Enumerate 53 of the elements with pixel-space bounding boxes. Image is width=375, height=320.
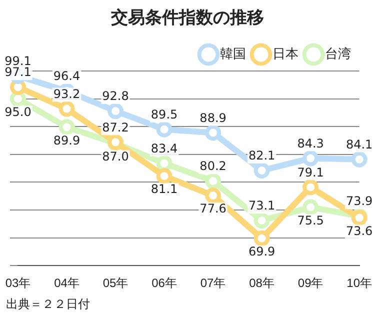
x-tick-label: 05年 xyxy=(102,276,128,290)
data-label: 84.1 xyxy=(346,138,373,152)
point xyxy=(205,188,222,204)
point xyxy=(205,124,222,141)
data-label: 79.1 xyxy=(297,165,324,180)
data-label: 87.2 xyxy=(102,120,129,134)
x-tick-label: 08年 xyxy=(249,276,274,290)
data-label: 73.6 xyxy=(346,224,373,238)
data-label: 81.1 xyxy=(150,182,178,196)
data-label: 87.0 xyxy=(102,149,129,164)
point xyxy=(254,230,270,246)
point xyxy=(302,179,319,196)
point xyxy=(156,155,172,172)
data-label: 88.9 xyxy=(200,110,226,125)
point xyxy=(205,173,222,190)
data-label: 93.2 xyxy=(53,86,80,101)
point xyxy=(58,119,75,136)
data-label: 84.3 xyxy=(297,136,324,150)
point xyxy=(302,150,319,166)
point xyxy=(302,199,319,216)
point xyxy=(254,212,270,229)
data-label: 77.6 xyxy=(200,202,226,216)
legend-label: 台湾 xyxy=(325,46,351,62)
x-tick-label: 06年 xyxy=(152,276,177,290)
legend-label: 韓国 xyxy=(220,46,246,62)
x-tick-label: 07年 xyxy=(200,276,226,290)
x-tick-label: 04年 xyxy=(54,276,80,290)
source-note: 出典＝２２日付 xyxy=(6,296,90,313)
data-label: 97.1 xyxy=(4,65,32,80)
x-tick-label: 10年 xyxy=(346,276,372,290)
point xyxy=(108,103,124,120)
point xyxy=(58,100,75,117)
data-label: 82.1 xyxy=(248,148,276,163)
data-label: 75.5 xyxy=(297,213,324,228)
data-label: 73.9 xyxy=(346,194,373,208)
point xyxy=(156,121,172,138)
data-label: 96.4 xyxy=(53,69,80,84)
data-label: 99.1 xyxy=(4,54,32,68)
data-label: 89.9 xyxy=(53,133,80,148)
chart-title: 交易条件指数の推移 xyxy=(110,7,265,29)
data-label: 80.2 xyxy=(200,159,226,174)
data-label: 69.9 xyxy=(248,244,276,258)
x-tick-label: 03年 xyxy=(5,276,31,290)
data-label: 95.0 xyxy=(4,104,32,119)
legend-label: 日本 xyxy=(272,46,298,62)
data-label: 92.8 xyxy=(102,89,129,104)
data-label: 83.4 xyxy=(150,141,178,156)
data-label: 89.5 xyxy=(150,108,178,122)
point xyxy=(156,168,172,184)
x-tick-label: 09年 xyxy=(298,276,324,290)
point xyxy=(351,151,368,168)
point xyxy=(254,162,270,179)
data-label: 73.1 xyxy=(248,198,276,213)
